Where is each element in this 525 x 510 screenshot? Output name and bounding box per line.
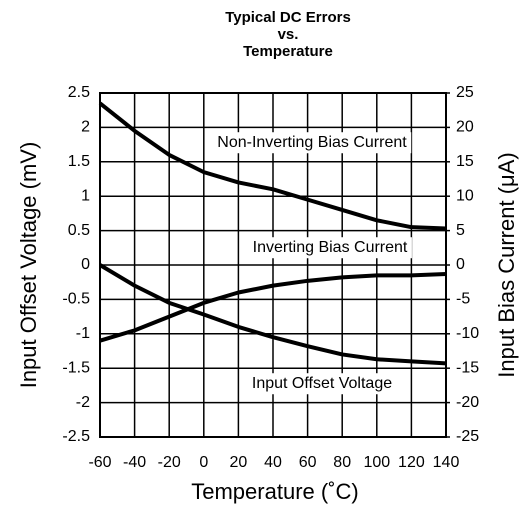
y2-tick-label: 15 bbox=[456, 153, 474, 170]
y2-tick-label: -25 bbox=[456, 428, 479, 445]
y-tick-label: -1.5 bbox=[62, 359, 90, 376]
x-tick-label: 60 bbox=[299, 454, 317, 471]
series-label-bg bbox=[213, 132, 412, 154]
x-tick-label: -40 bbox=[123, 454, 146, 471]
x-tick-label: -20 bbox=[158, 454, 181, 471]
y2-tick-label: 25 bbox=[456, 84, 474, 101]
y2-tick-label: -15 bbox=[456, 359, 479, 376]
y-tick-label: 2.5 bbox=[68, 84, 90, 101]
y2-tick-label: 10 bbox=[456, 187, 474, 204]
y-tick-label: -2 bbox=[76, 394, 90, 411]
chart-title: vs. bbox=[278, 26, 299, 43]
y-axis-label: Input Offset Voltage (mV) bbox=[16, 142, 41, 389]
y-tick-label: -2.5 bbox=[62, 428, 90, 445]
series-label: Input Offset Voltage bbox=[252, 375, 392, 392]
y2-tick-label: -20 bbox=[456, 394, 479, 411]
y-tick-label: 0 bbox=[81, 256, 90, 273]
y-tick-label: 0.5 bbox=[68, 222, 90, 239]
y-tick-label: -0.5 bbox=[62, 291, 90, 308]
y2-tick-label: 0 bbox=[456, 256, 465, 273]
y2-tick-label: -5 bbox=[456, 291, 470, 308]
series-line bbox=[99, 271, 447, 343]
x-tick-label: 100 bbox=[363, 454, 390, 471]
x-tick-label: -60 bbox=[88, 454, 111, 471]
chart-title: Temperature bbox=[243, 43, 333, 60]
series-label: Non-Inverting Bias Current bbox=[217, 134, 407, 151]
chart-title: Typical DC Errors bbox=[225, 9, 351, 26]
x-tick-label: 0 bbox=[199, 454, 208, 471]
series-line bbox=[98, 101, 447, 231]
x-tick-label: 140 bbox=[433, 454, 460, 471]
x-tick-label: 80 bbox=[333, 454, 351, 471]
series-label-bg bbox=[247, 373, 397, 395]
y-tick-label: -1 bbox=[76, 325, 90, 342]
y2-axis-label: Input Bias Current (μA) bbox=[494, 152, 519, 377]
y2-tick-label: 20 bbox=[456, 119, 474, 136]
y-tick-label: 1.5 bbox=[68, 153, 90, 170]
y-tick-label: 2 bbox=[81, 119, 90, 136]
x-tick-label: 20 bbox=[230, 454, 248, 471]
series-label-bg bbox=[248, 237, 412, 259]
x-axis-label: Temperature (˚C) bbox=[191, 479, 358, 504]
y2-tick-label: -10 bbox=[456, 325, 479, 342]
series-line bbox=[98, 263, 447, 366]
x-tick-label: 120 bbox=[398, 454, 425, 471]
y2-tick-label: 5 bbox=[456, 222, 465, 239]
y-tick-label: 1 bbox=[81, 187, 90, 204]
series-label: Inverting Bias Current bbox=[253, 239, 408, 256]
x-tick-label: 40 bbox=[264, 454, 282, 471]
